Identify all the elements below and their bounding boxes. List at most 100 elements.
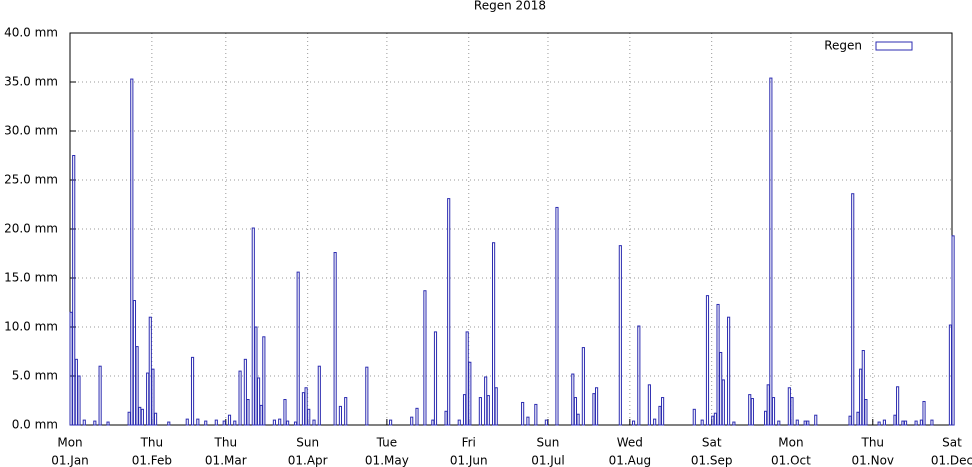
bar bbox=[69, 311, 73, 426]
x-tick-date: 01.Dec bbox=[931, 454, 972, 467]
bar bbox=[317, 365, 321, 426]
x-tick-label: Thu bbox=[140, 436, 164, 450]
bar bbox=[771, 397, 776, 426]
bar bbox=[647, 384, 651, 426]
bar bbox=[494, 387, 498, 426]
x-tick-date: 01.Jul bbox=[531, 454, 565, 467]
bar bbox=[716, 303, 720, 426]
bar bbox=[851, 193, 855, 426]
x-tick-date: 01.Sep bbox=[691, 454, 733, 467]
bar bbox=[814, 414, 818, 426]
x-tick-date: 01.Mar bbox=[205, 454, 247, 467]
bar bbox=[389, 419, 393, 426]
bar bbox=[896, 386, 900, 426]
x-tick-date: 01.Apr bbox=[288, 454, 328, 467]
bar bbox=[948, 324, 952, 426]
x-tick-label: Sat bbox=[942, 436, 962, 450]
bar bbox=[243, 358, 247, 426]
bar bbox=[135, 346, 139, 426]
bar bbox=[251, 227, 255, 426]
bar bbox=[478, 397, 482, 426]
bar bbox=[864, 399, 868, 426]
bar bbox=[93, 420, 97, 426]
bar bbox=[592, 393, 596, 426]
bar bbox=[555, 206, 559, 426]
x-tick-date: 01.Jun bbox=[450, 454, 488, 467]
bar bbox=[922, 400, 926, 426]
y-tick-label: 20.0 mm bbox=[4, 222, 58, 236]
x-tick-label: Sun bbox=[296, 436, 319, 450]
bar bbox=[278, 418, 282, 426]
bar bbox=[227, 414, 232, 426]
bar bbox=[766, 384, 770, 426]
bar bbox=[631, 420, 636, 426]
bar bbox=[713, 412, 717, 426]
bar bbox=[711, 415, 715, 426]
bar bbox=[903, 420, 908, 426]
bar bbox=[185, 418, 189, 426]
bar bbox=[423, 290, 427, 426]
bar bbox=[526, 416, 530, 426]
bar bbox=[803, 420, 807, 426]
bar bbox=[777, 420, 781, 426]
bar bbox=[576, 413, 580, 426]
bar bbox=[138, 406, 142, 426]
bar bbox=[571, 373, 575, 426]
bar bbox=[77, 375, 81, 426]
legend-label: Regen bbox=[824, 39, 862, 53]
bar bbox=[856, 411, 860, 426]
x-tick-label: Fri bbox=[462, 436, 476, 450]
bar bbox=[106, 421, 110, 426]
bar bbox=[882, 419, 886, 426]
bar bbox=[259, 404, 263, 426]
chart-title: Regen 2018 bbox=[474, 0, 546, 13]
bar bbox=[859, 368, 863, 426]
x-tick-label: Sun bbox=[537, 436, 560, 450]
bar bbox=[848, 415, 852, 426]
bar bbox=[534, 403, 538, 426]
y-tick-label: 25.0 mm bbox=[4, 173, 58, 187]
bar bbox=[204, 420, 208, 426]
bar bbox=[806, 420, 810, 426]
bar bbox=[700, 419, 704, 426]
bar bbox=[301, 392, 306, 426]
bar bbox=[98, 365, 102, 426]
bar bbox=[484, 376, 488, 426]
x-tick-label: Sat bbox=[702, 436, 722, 450]
bar bbox=[750, 398, 754, 426]
bar bbox=[492, 242, 496, 426]
bar bbox=[130, 78, 134, 426]
bar bbox=[468, 361, 472, 426]
y-tick-label: 0.0 mm bbox=[12, 418, 58, 432]
bar bbox=[457, 419, 461, 426]
y-tick-label: 15.0 mm bbox=[4, 271, 58, 285]
bar bbox=[74, 358, 78, 426]
bar bbox=[444, 410, 448, 426]
bar bbox=[433, 331, 438, 426]
x-tick-date: 01.May bbox=[365, 454, 409, 467]
bar bbox=[544, 419, 548, 426]
bar bbox=[721, 379, 725, 426]
bar bbox=[951, 235, 955, 426]
x-tick-label: Thu bbox=[214, 436, 238, 450]
bar bbox=[338, 405, 342, 426]
bar bbox=[795, 419, 799, 426]
plot-frame bbox=[69, 32, 953, 426]
bar bbox=[246, 399, 250, 426]
bar bbox=[748, 394, 752, 426]
bar bbox=[238, 370, 242, 426]
bar bbox=[256, 377, 261, 426]
bar bbox=[732, 421, 736, 426]
bar bbox=[304, 387, 308, 426]
bar bbox=[893, 414, 897, 426]
bar bbox=[293, 421, 298, 426]
bar bbox=[148, 316, 152, 426]
y-tick-label: 5.0 mm bbox=[12, 369, 58, 383]
bar bbox=[521, 401, 525, 426]
bar bbox=[790, 397, 794, 426]
y-tick-label: 30.0 mm bbox=[4, 124, 58, 138]
bar bbox=[769, 77, 773, 426]
x-tick-date: 01.Nov bbox=[852, 454, 895, 467]
bar bbox=[167, 421, 171, 426]
